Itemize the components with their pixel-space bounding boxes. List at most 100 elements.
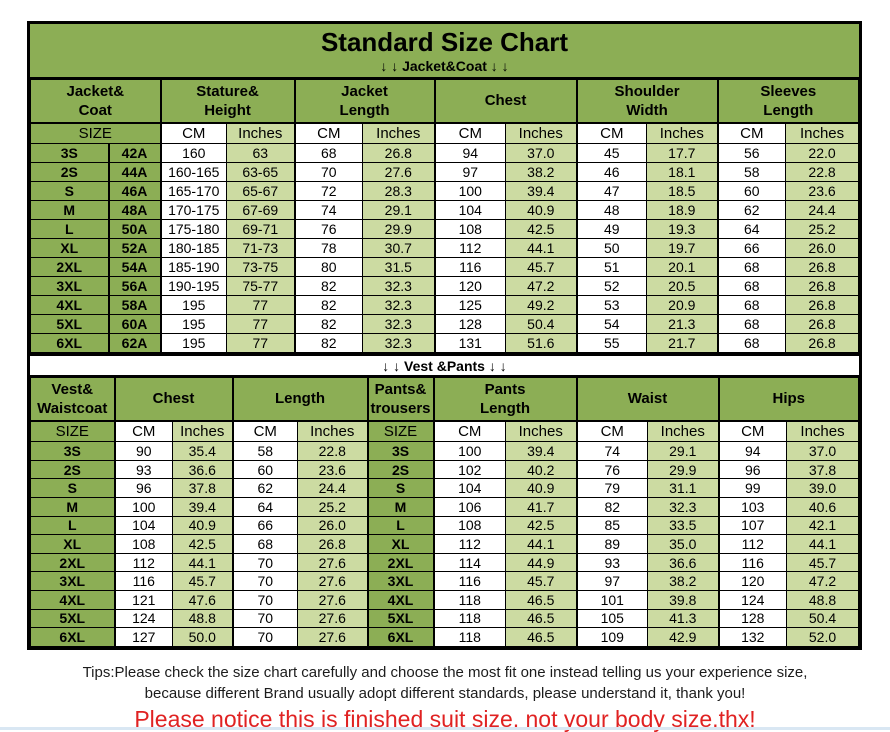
size-cell: L — [366, 515, 434, 536]
size-cell: 4XL — [30, 590, 115, 610]
vest-pants-section-label: ↓ ↓ Vest &Pants ↓ ↓ — [30, 353, 859, 378]
size-cell: 44A — [107, 162, 162, 183]
size-cell: S — [30, 478, 115, 499]
table-row: S 96 37.8 62 24.4 S 104 40.9 79 31.1 99 39.0 — [30, 478, 860, 499]
col-header-pants-trousers: Pants& trousers — [366, 377, 434, 422]
inches-value-cell: 44.1 — [786, 534, 860, 554]
inches-value-cell: 40.9 — [505, 478, 577, 499]
cm-value-cell: 68 — [293, 143, 364, 164]
cm-value-cell: 99 — [717, 478, 788, 499]
inches-value-cell: 46.5 — [505, 627, 577, 647]
size-cell: M — [30, 497, 115, 517]
size-cell: 5XL — [366, 608, 434, 629]
cm-value-cell: 56 — [716, 143, 787, 164]
table-row: 3XL 56A 190-195 75-77 82 32.3 120 47.2 52 20.5 68 2… — [30, 276, 860, 297]
col-header-waist: Waist — [575, 377, 720, 422]
size-cell: 56A — [107, 276, 162, 297]
inches-value-cell: 36.6 — [646, 552, 720, 573]
jacket-coat-section-label: ↓ ↓ Jacket&Coat ↓ ↓ — [380, 57, 509, 74]
cm-value-cell: 74 — [575, 441, 648, 461]
cm-value-cell: 68 — [716, 276, 787, 297]
cm-value-cell: 116 — [717, 552, 788, 573]
inches-value-cell: 77 — [226, 333, 296, 354]
cm-value-cell: 76 — [575, 459, 648, 480]
table-row: 2XL 112 44.1 70 27.6 2XL 114 44.9 93 36.6 116 45.7 — [30, 552, 860, 573]
table-row: L 50A 175-180 69-71 76 29.9 108 42.5 49 19.3 64 25.… — [30, 219, 860, 240]
cm-value-cell: 116 — [113, 571, 173, 592]
cm-header: CM — [717, 420, 788, 443]
cm-value-cell: 68 — [716, 314, 787, 335]
size-cell: 4XL — [366, 590, 434, 610]
inches-value-cell: 27.6 — [297, 552, 368, 573]
inches-value-cell: 39.4 — [505, 441, 577, 461]
inches-value-cell: 31.1 — [646, 478, 720, 499]
cm-value-cell: 101 — [575, 590, 648, 610]
inches-value-cell: 18.9 — [646, 200, 719, 221]
col-header-stature-height: Stature& Height — [159, 79, 296, 124]
cm-value-cell: 100 — [433, 181, 507, 202]
inches-value-cell: 45.7 — [172, 571, 233, 592]
inches-value-cell: 47.2 — [786, 571, 860, 592]
inches-value-cell: 17.7 — [646, 143, 719, 164]
cm-value-cell: 96 — [717, 459, 788, 480]
inches-value-cell: 25.2 — [785, 219, 860, 240]
cm-value-cell: 94 — [433, 143, 507, 164]
cm-value-cell: 105 — [575, 608, 648, 629]
cm-value-cell: 170-175 — [159, 200, 228, 221]
table-row: 4XL 58A 195 77 82 32.3 125 49.2 53 20.9 68 26.8 — [30, 295, 860, 316]
cm-value-cell: 120 — [717, 571, 788, 592]
inches-value-cell: 49.2 — [505, 295, 578, 316]
cm-value-cell: 70 — [231, 627, 298, 647]
inches-value-cell: 48.8 — [172, 608, 233, 629]
size-cell: XL — [30, 238, 109, 259]
size-header: SIZE — [366, 420, 434, 443]
inches-value-cell: 27.6 — [297, 627, 368, 647]
inches-value-cell: 35.0 — [646, 534, 720, 554]
cm-value-cell: 68 — [716, 257, 787, 278]
table-row: 2XL 54A 185-190 73-75 80 31.5 116 45.7 51 20.1 68 2… — [30, 257, 860, 278]
cm-value-cell: 82 — [293, 295, 364, 316]
cm-header: CM — [575, 420, 648, 443]
table-row: L 104 40.9 66 26.0 L 108 42.5 85 33.5 107 42.1 — [30, 515, 860, 536]
inches-value-cell: 26.8 — [785, 314, 860, 335]
inches-value-cell: 42.5 — [505, 515, 577, 536]
size-cell: 5XL — [30, 314, 109, 335]
cm-value-cell: 102 — [432, 459, 506, 480]
vest-group-header-row: Vest& Waistcoat Chest Length Pants& trou… — [30, 377, 860, 422]
size-cell: XL — [366, 534, 434, 554]
col-header-vest-waistcoat: Vest& Waistcoat — [30, 377, 115, 422]
inches-value-cell: 37.8 — [786, 459, 860, 480]
footer-tip-line1: Tips:Please check the size chart careful… — [82, 664, 808, 681]
size-cell: 2S — [30, 459, 115, 480]
inches-value-cell: 37.8 — [172, 478, 233, 499]
inches-value-cell: 32.3 — [362, 314, 436, 335]
col-header-vest-length: Length — [231, 377, 368, 422]
size-cell: L — [30, 219, 109, 240]
cm-value-cell: 97 — [575, 571, 648, 592]
cm-value-cell: 47 — [575, 181, 648, 202]
cm-value-cell: 180-185 — [159, 238, 228, 259]
cm-value-cell: 104 — [432, 478, 506, 499]
bottom-divider — [0, 727, 890, 730]
inches-value-cell: 35.4 — [172, 441, 233, 461]
cm-value-cell: 127 — [113, 627, 173, 647]
inches-value-cell: 42.5 — [172, 534, 233, 554]
cm-header: CM — [293, 122, 364, 145]
inches-value-cell: 33.5 — [646, 515, 720, 536]
cm-value-cell: 82 — [293, 314, 364, 335]
inches-value-cell: 29.1 — [646, 441, 720, 461]
cm-value-cell: 68 — [716, 295, 787, 316]
inches-value-cell: 77 — [226, 295, 296, 316]
cm-value-cell: 68 — [231, 534, 298, 554]
inches-value-cell: 27.6 — [297, 608, 368, 629]
cm-value-cell: 64 — [231, 497, 298, 517]
cm-value-cell: 90 — [113, 441, 173, 461]
table-row: XL 52A 180-185 71-73 78 30.7 112 44.1 50 19.7 66 26… — [30, 238, 860, 259]
cm-header: CM — [113, 420, 173, 443]
inches-value-cell: 40.9 — [172, 515, 233, 536]
cm-value-cell: 128 — [433, 314, 507, 335]
size-header: SIZE — [30, 420, 115, 443]
inches-value-cell: 19.7 — [646, 238, 719, 259]
table-row: 5XL 124 48.8 70 27.6 5XL 118 46.5 105 41.3 128 50.4 — [30, 608, 860, 629]
cm-value-cell: 52 — [575, 276, 648, 297]
